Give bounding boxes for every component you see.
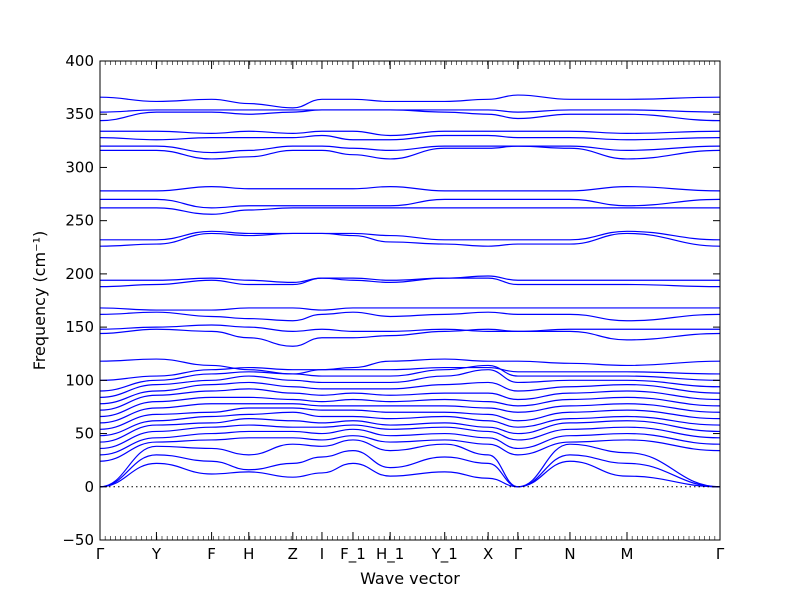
band-line <box>99 358 721 375</box>
band-line <box>100 130 721 137</box>
x-tick-label: H <box>243 545 254 563</box>
band-line <box>99 324 720 332</box>
x-tick-label: F_1 <box>340 545 366 564</box>
y-tick-label: 150 <box>65 318 94 336</box>
band-line <box>99 328 721 347</box>
band-line <box>99 232 721 247</box>
x-tick-label: Y <box>151 545 162 563</box>
x-axis-ticks: Γ Y F H Z I F_1 H_1 Y_1 X Γ N M Γ <box>96 61 725 564</box>
band-line <box>99 449 721 488</box>
x-tick-label: Γ <box>96 545 105 563</box>
band-line <box>99 407 721 430</box>
x-tick-label: X <box>483 545 493 563</box>
x-tick-label: Γ <box>514 545 523 563</box>
band-lines <box>99 94 721 488</box>
band-line <box>99 403 721 424</box>
band-line <box>99 411 721 437</box>
y-tick-label: 0 <box>84 478 94 496</box>
band-line <box>99 364 721 392</box>
band-line <box>99 145 721 154</box>
x-minor-ticks <box>99 61 721 540</box>
band-line <box>100 198 721 209</box>
band-line <box>99 460 721 488</box>
band-line <box>99 311 721 322</box>
band-line <box>99 307 720 311</box>
y-tick-label: 200 <box>65 265 94 283</box>
band-line <box>99 134 721 141</box>
band-line <box>99 109 721 122</box>
x-tick-label: Γ <box>716 545 725 563</box>
band-line <box>99 366 721 381</box>
x-tick-label: Z <box>288 545 298 563</box>
y-tick-label: −50 <box>62 531 94 549</box>
band-line <box>100 145 721 160</box>
band-line <box>99 435 721 462</box>
band-line <box>99 381 721 405</box>
x-tick-label: I <box>320 545 324 563</box>
band-line <box>99 109 721 113</box>
band-line <box>99 277 721 288</box>
band-line <box>99 94 721 109</box>
y-axis-label: Frequency (cm⁻¹) <box>30 231 49 370</box>
y-tick-label: 350 <box>65 105 94 123</box>
y-tick-label: 50 <box>75 425 94 443</box>
x-tick-label: H_1 <box>376 545 404 564</box>
band-line <box>99 428 721 456</box>
x-tick-label: Y_1 <box>431 545 458 564</box>
y-tick-label: 300 <box>65 158 94 176</box>
band-line <box>99 369 721 398</box>
y-tick-label: 250 <box>65 212 94 230</box>
band-line <box>99 439 721 488</box>
band-line <box>100 185 721 192</box>
x-tick-label: M <box>621 545 634 563</box>
band-line <box>99 396 721 418</box>
band-line <box>99 418 721 443</box>
x-tick-label: N <box>564 545 575 563</box>
band-line <box>100 230 721 241</box>
y-tick-label: 400 <box>65 52 94 70</box>
x-tick-label: F <box>207 545 216 563</box>
band-line <box>99 424 721 450</box>
plot-frame <box>99 60 721 541</box>
y-axis-ticks: −50 0 50 100 150 200 250 300 350 400 <box>62 52 720 549</box>
band-line <box>100 207 720 215</box>
band-line <box>100 275 720 284</box>
band-line <box>99 388 721 411</box>
y-tick-label: 100 <box>65 371 94 389</box>
x-axis-label: Wave vector <box>360 569 460 588</box>
